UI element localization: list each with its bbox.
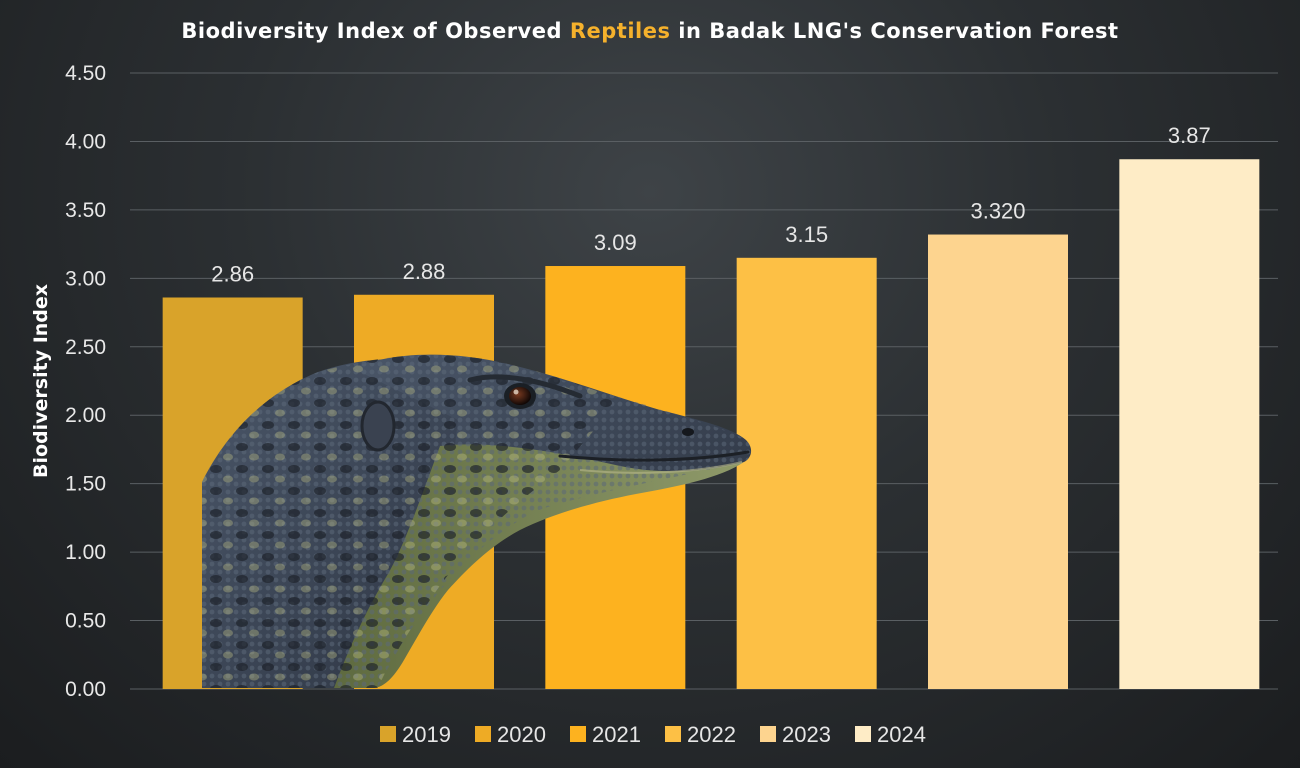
legend-swatch-2019 [380, 726, 396, 742]
legend-label-2022: 2022 [687, 722, 736, 747]
legend-label-2024: 2024 [877, 722, 926, 747]
y-tick-label: 0.00 [65, 678, 106, 701]
bar-2022 [736, 257, 877, 689]
data-label-2020: 2.88 [403, 259, 446, 284]
legend-swatch-2020 [475, 726, 491, 742]
legend-swatch-2024 [855, 726, 871, 742]
y-tick-label: 3.50 [65, 199, 106, 222]
chart-title-part-1: Biodiversity Index of Observed [181, 19, 569, 43]
y-tick-label: 2.50 [65, 336, 106, 359]
data-label-2019: 2.86 [211, 261, 254, 286]
data-label-2023: 3.320 [970, 199, 1025, 224]
chart-title-part-3: in Badak LNG's Conservation Forest [670, 19, 1118, 43]
y-tick-label: 2.00 [65, 404, 106, 427]
legend-swatch-2022 [665, 726, 681, 742]
legend-label-2021: 2021 [592, 722, 641, 747]
data-label-2024: 3.87 [1168, 123, 1211, 148]
monitor-lizard-photo [202, 354, 752, 688]
y-tick-label: 4.00 [65, 130, 106, 153]
bar-2024 [1119, 159, 1260, 690]
y-axis-label: Biodiversity Index [30, 284, 52, 478]
y-axis-ticks: 0.00 0.50 1.00 1.50 2.00 2.50 3.00 3.50 4.00 4.50 [65, 62, 106, 701]
chart-title-highlight: Reptiles [570, 19, 671, 43]
y-tick-label: 1.50 [65, 473, 106, 496]
data-label-2021: 3.09 [594, 230, 637, 255]
y-tick-label: 0.50 [65, 610, 106, 633]
data-labels: 2.86 2.88 3.09 3.15 3.320 3.87 [211, 123, 1210, 286]
legend-swatch-2023 [760, 726, 776, 742]
legend-swatch-2021 [570, 726, 586, 742]
data-label-2022: 3.15 [785, 222, 828, 247]
legend-label-2020: 2020 [497, 722, 546, 747]
bar-2023 [928, 234, 1068, 690]
y-tick-label: 4.50 [65, 62, 106, 85]
y-tick-label: 1.00 [65, 541, 106, 564]
y-tick-label: 3.00 [65, 267, 106, 290]
legend-label-2023: 2023 [782, 722, 831, 747]
chart-title: Biodiversity Index of Observed Reptiles … [181, 19, 1118, 43]
legend-label-2019: 2019 [402, 722, 451, 747]
legend: 2019 2020 2021 2022 2023 2024 [380, 722, 926, 747]
